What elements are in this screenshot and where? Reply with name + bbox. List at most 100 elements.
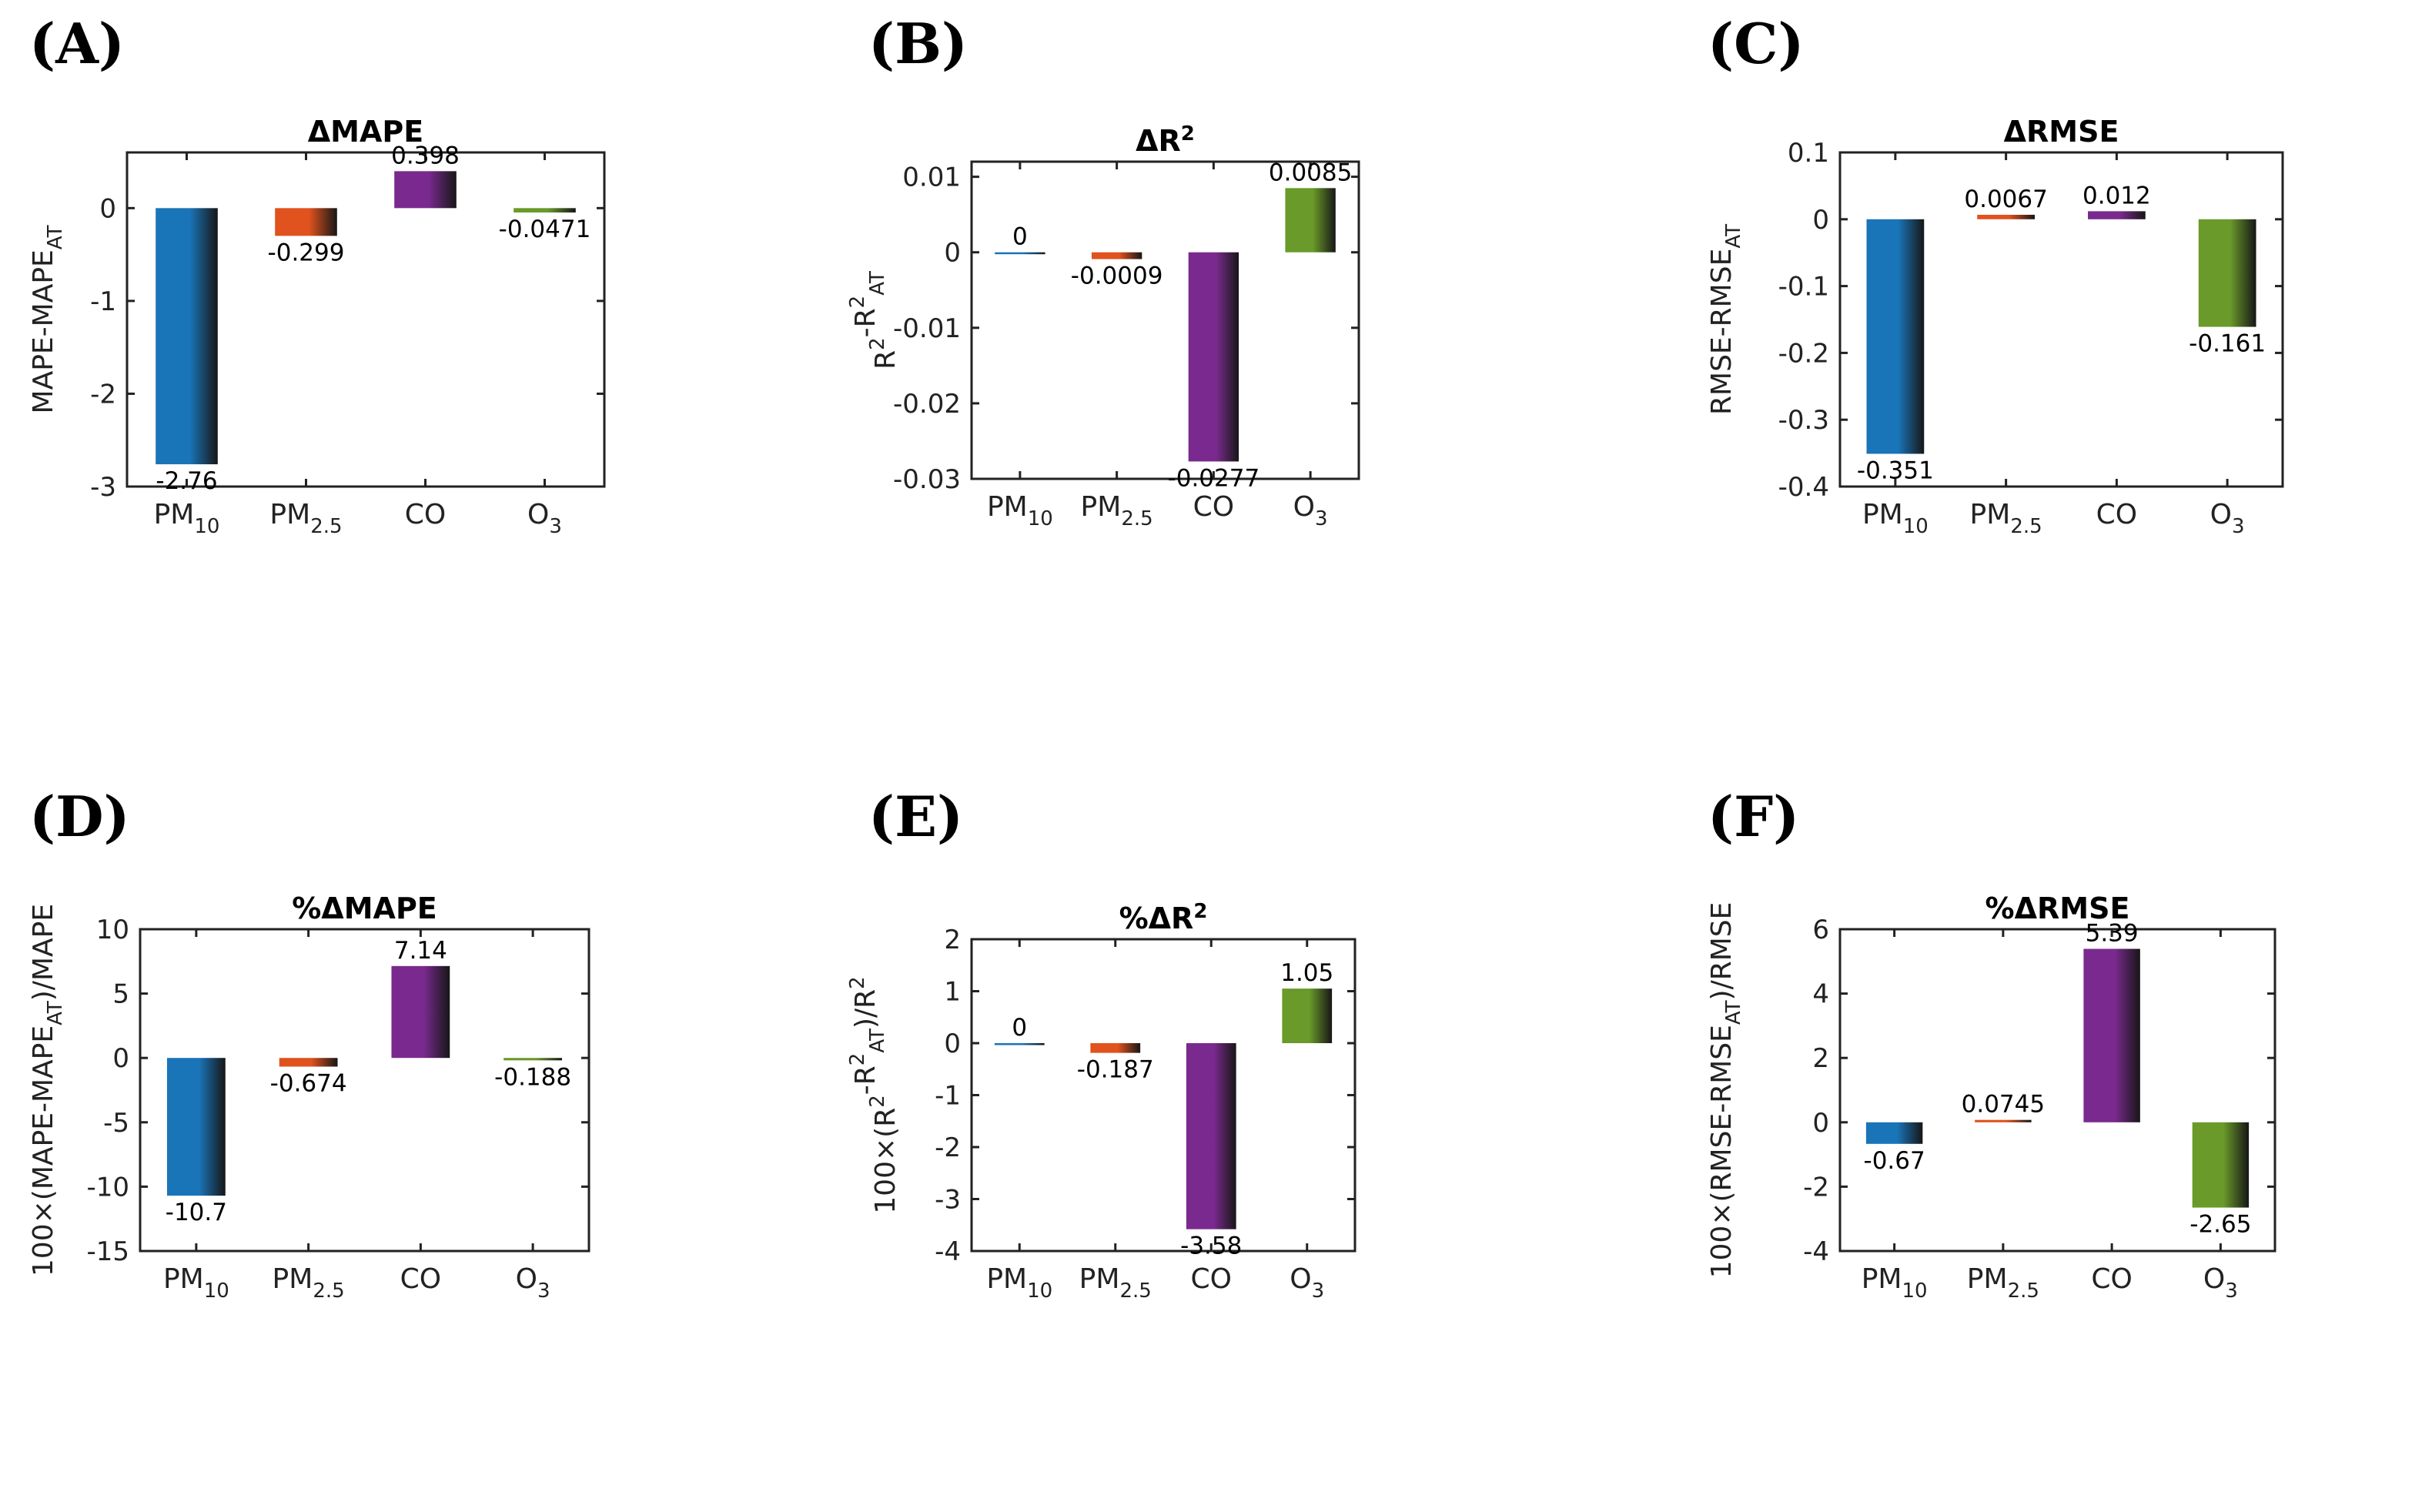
x-category-label: PM10 xyxy=(1862,1263,1928,1303)
y-tick-label: 0 xyxy=(944,1029,961,1059)
y-tick-label: -5 xyxy=(103,1108,129,1139)
data-label: -0.188 xyxy=(494,1063,571,1091)
bar-pm25 xyxy=(1090,1043,1141,1053)
axes-frame xyxy=(125,151,606,488)
y-tick-label: 4 xyxy=(1812,979,1829,1010)
data-label: -0.67 xyxy=(1864,1147,1925,1175)
data-label: 0.0067 xyxy=(1964,186,2047,213)
bar-pm25 xyxy=(1091,252,1142,259)
y-tick-label: 0 xyxy=(1812,205,1829,236)
data-label: -0.161 xyxy=(2189,330,2266,358)
bar-co xyxy=(391,965,450,1059)
data-label: 5.39 xyxy=(2086,919,2139,947)
y-tick-label: 6 xyxy=(1812,915,1829,945)
panel-letter: (A) xyxy=(29,11,125,76)
y-tick-label: -0.2 xyxy=(1778,338,1829,369)
y-axis-label: R2-R2AT xyxy=(846,271,902,370)
y-axis-label: MAPE-MAPEAT xyxy=(28,225,67,413)
axes-frame xyxy=(1838,151,2284,488)
y-tick-label: 0 xyxy=(99,193,116,224)
x-category-label: CO xyxy=(2096,499,2137,530)
bar-o3 xyxy=(2198,219,2256,327)
data-label: 0.0085 xyxy=(1269,159,1352,186)
chart-panel-f: (F) %ΔRMSE -4 -2 0 2 4 6 100×(RMSE-RMSEAT)/RMSE P… xyxy=(1706,784,2276,1303)
x-category-label: PM10 xyxy=(987,491,1053,530)
x-category-label: CO xyxy=(2091,1263,2132,1295)
chart-title: ΔRMSE xyxy=(2004,115,2119,149)
bar-pm10 xyxy=(156,208,218,465)
x-category-label: PM2.5 xyxy=(269,499,342,538)
y-tick-label: 1 xyxy=(944,977,961,1008)
panel-letter: (F) xyxy=(1708,784,1799,849)
y-tick-label: 5 xyxy=(112,979,129,1010)
y-axis-label: 100×(R2-R2AT)/R2 xyxy=(846,976,902,1213)
x-category-label: PM10 xyxy=(163,1263,229,1303)
x-category-label: O3 xyxy=(2203,1263,2238,1303)
y-tick-label: -4 xyxy=(1803,1236,1829,1267)
bar-o3 xyxy=(503,1058,563,1061)
chart-panel-e: (E) %ΔR2 -4 -3 -2 -1 0 1 2 100×(R2-R2AT)/R2 PM10 0 P… xyxy=(846,784,1357,1303)
x-category-label: CO xyxy=(1191,1263,1232,1295)
x-category-label: O3 xyxy=(2210,499,2245,538)
x-category-label: CO xyxy=(1193,491,1234,523)
y-tick-label: -0.03 xyxy=(893,464,961,495)
bar-co xyxy=(2088,211,2146,219)
bar-pm25 xyxy=(1977,214,2035,219)
y-tick-label: -3 xyxy=(935,1185,961,1216)
data-label: -0.299 xyxy=(268,239,345,266)
axes-frame xyxy=(970,160,1360,480)
data-label: 0.0745 xyxy=(1962,1091,2045,1119)
data-label: 1.05 xyxy=(1280,959,1333,987)
y-tick-label: 0 xyxy=(112,1043,129,1074)
y-axis-label: 100×(MAPE-MAPEAT)/MAPE xyxy=(28,904,67,1276)
x-category-label: O3 xyxy=(1290,1263,1324,1303)
x-category-label: PM2.5 xyxy=(273,1263,345,1303)
y-tick-label: 0.1 xyxy=(1788,138,1829,169)
y-tick-label: -1 xyxy=(935,1081,961,1112)
y-tick-label: -0.1 xyxy=(1778,272,1829,303)
data-label: 0 xyxy=(1012,1014,1027,1042)
chart-title: %ΔR2 xyxy=(1119,900,1208,935)
x-category-label: O3 xyxy=(516,1263,550,1303)
y-axis-label: 100×(RMSE-RMSEAT)/RMSE xyxy=(1706,902,1745,1279)
y-tick-label: -1 xyxy=(90,286,116,317)
bar-co xyxy=(1186,1043,1236,1229)
data-label: -0.187 xyxy=(1077,1056,1154,1084)
y-tick-label: -0.02 xyxy=(893,389,961,420)
bar-pm25 xyxy=(275,208,337,236)
data-label: -0.674 xyxy=(270,1069,347,1097)
chart-title: %ΔMAPE xyxy=(292,891,437,925)
y-tick-label: -0.4 xyxy=(1778,472,1829,503)
y-axis-label: RMSE-RMSEAT xyxy=(1706,224,1745,415)
x-category-label: PM2.5 xyxy=(1970,499,2042,538)
bar-pm25 xyxy=(1975,1119,2032,1122)
y-tick-label: -0.01 xyxy=(893,313,961,344)
bar-pm10 xyxy=(995,252,1045,255)
bar-pm25 xyxy=(279,1058,338,1067)
chart-panel-d: (D) %ΔMAPE -15 -10 -5 0 5 10 100×(MAPE-MAPEAT)/M… xyxy=(28,784,590,1303)
data-label: -0.351 xyxy=(1857,457,1934,484)
data-label: 7.14 xyxy=(394,937,447,965)
bar-o3 xyxy=(1285,188,1336,253)
y-tick-label: 2 xyxy=(944,925,961,955)
y-tick-label: 0.01 xyxy=(902,162,961,193)
y-tick-label: 2 xyxy=(1812,1043,1829,1074)
x-category-label: O3 xyxy=(527,499,562,538)
bar-pm10 xyxy=(1866,219,1925,454)
chart-title: ΔR2 xyxy=(1136,122,1195,158)
y-tick-label: -2 xyxy=(1803,1172,1829,1203)
data-label: -0.0471 xyxy=(499,216,591,243)
chart-title: ΔMAPE xyxy=(308,115,423,149)
axes-frame xyxy=(1838,928,2276,1253)
bar-co xyxy=(2083,948,2140,1122)
bar-pm10 xyxy=(166,1058,226,1196)
data-label: -10.7 xyxy=(166,1199,227,1226)
data-label: -2.76 xyxy=(156,467,217,495)
y-tick-label: -3 xyxy=(90,472,116,503)
bar-o3 xyxy=(2192,1122,2250,1208)
bar-o3 xyxy=(514,208,576,213)
panel-letter: (B) xyxy=(868,11,968,76)
panel-letter: (E) xyxy=(868,784,963,849)
y-tick-label: -4 xyxy=(935,1236,961,1267)
